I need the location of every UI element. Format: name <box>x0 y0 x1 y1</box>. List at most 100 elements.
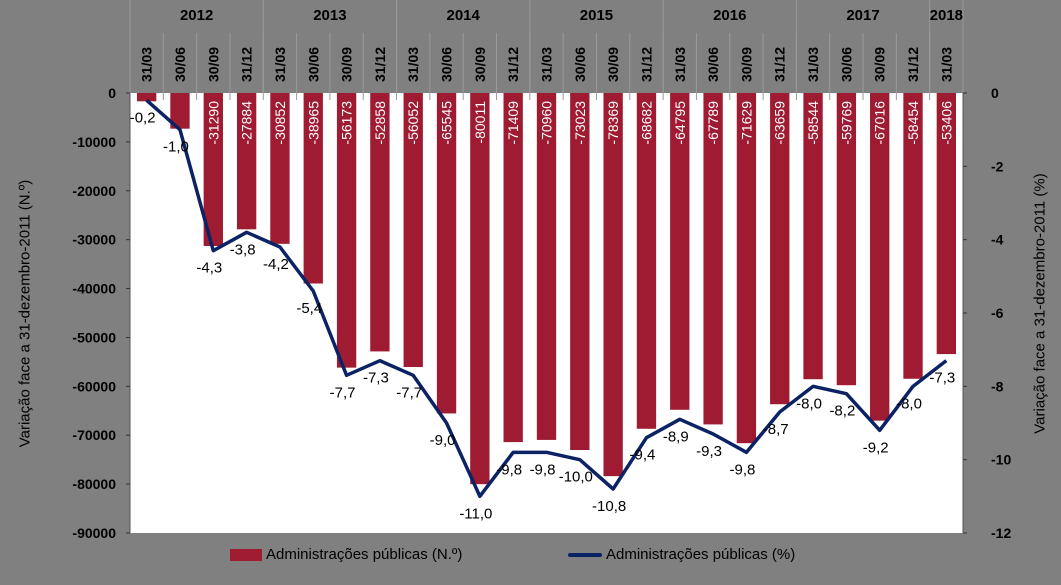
date-label: 31/03 <box>139 47 155 82</box>
bar-value-label: -67789 <box>705 101 721 145</box>
line-value-label: -3,8 <box>230 241 256 258</box>
line-value-label: -9,8 <box>530 461 556 478</box>
bar-value-label: -63659 <box>772 101 788 145</box>
right-tick-label: -2 <box>991 158 1004 174</box>
right-axis-title: Variação face a 31-dezembro-2011 (%) <box>1031 173 1049 434</box>
bar <box>236 93 257 230</box>
bar <box>436 93 457 414</box>
right-tick-label: -10 <box>991 452 1011 468</box>
line-value-label: -0,2 <box>130 109 156 126</box>
year-label: 2014 <box>447 7 481 24</box>
line-value-label: -8,9 <box>663 428 689 445</box>
bar <box>336 93 357 368</box>
bar-value-label: -31290 <box>205 101 221 145</box>
bar <box>936 93 957 355</box>
bar <box>403 93 423 368</box>
right-tick-label: -4 <box>991 232 1004 248</box>
legend-bar-label: Administrações públicas (N.º) <box>266 546 463 563</box>
date-label: 31/03 <box>405 47 421 82</box>
legend-line-label: Administrações públicas (%) <box>606 546 796 563</box>
left-tick-label: -80000 <box>72 476 116 492</box>
date-label: 30/06 <box>439 47 455 82</box>
line-value-label: -9,8 <box>496 461 522 478</box>
bar <box>470 93 490 485</box>
date-label: 30/09 <box>738 47 754 82</box>
bar-value-label: -58544 <box>805 101 821 145</box>
left-tick-label: -70000 <box>72 427 116 443</box>
left-tick-label: -30000 <box>72 232 116 248</box>
line-value-label: -9,4 <box>630 447 656 464</box>
bar-value-label: -27884 <box>239 101 255 145</box>
date-label: 30/09 <box>472 47 488 82</box>
date-label: 31/03 <box>805 47 821 82</box>
bar-value-label: -56052 <box>405 101 421 145</box>
right-tick-label: -12 <box>991 525 1011 541</box>
bar <box>536 93 557 440</box>
left-axis-title: Variação face a 31-dezembro-2011 (N.º) <box>16 179 34 448</box>
line-value-label: -4,3 <box>196 260 222 277</box>
bar <box>603 93 623 477</box>
line-value-label: -10,8 <box>592 498 626 515</box>
bar-value-label: -65545 <box>439 101 455 145</box>
line-value-label: -11,0 <box>459 505 492 522</box>
bar <box>570 93 590 451</box>
bar <box>370 93 390 352</box>
bar-swatch-icon <box>230 548 262 561</box>
date-label: 30/09 <box>339 47 355 82</box>
line-value-label: -8,7 <box>763 421 789 438</box>
left-tick-label: -10000 <box>72 134 116 150</box>
date-label: 30/06 <box>572 47 588 82</box>
bar <box>670 93 690 410</box>
bar <box>870 93 890 421</box>
left-tick-label: 0 <box>108 85 116 101</box>
date-label: 31/12 <box>905 47 921 82</box>
date-label: 31/12 <box>239 47 255 82</box>
right-tick-label: -8 <box>991 378 1004 394</box>
year-label: 2015 <box>580 7 613 24</box>
date-label: 30/06 <box>172 47 188 82</box>
bar <box>503 93 523 443</box>
bar-value-label: -56173 <box>339 101 355 145</box>
line-value-label: -7,3 <box>929 370 955 387</box>
bar-value-label: -70960 <box>539 101 555 145</box>
date-label: 30/06 <box>838 47 854 82</box>
date-label: 30/09 <box>205 47 221 82</box>
bar-value-label: -58454 <box>905 101 921 145</box>
year-label: 2013 <box>313 7 346 24</box>
line-value-label: -7,3 <box>363 370 389 387</box>
line-swatch-icon <box>568 552 602 557</box>
date-label: 31/12 <box>638 47 654 82</box>
bar-value-label: -71629 <box>738 101 754 145</box>
bar <box>203 93 223 246</box>
bar-value-label: -30852 <box>272 101 288 145</box>
date-label: 31/12 <box>372 47 388 82</box>
year-label: 2012 <box>180 7 213 24</box>
left-tick-label: -60000 <box>72 378 116 394</box>
left-tick-label: -20000 <box>72 183 116 199</box>
legend-item-line: Administrações públicas (%) <box>568 546 795 563</box>
line-path <box>145 99 948 499</box>
bar-value-label: -68682 <box>638 101 654 145</box>
left-tick-label: -90000 <box>72 525 116 541</box>
line-value-label: -9,3 <box>696 443 722 460</box>
date-label: 30/06 <box>705 47 721 82</box>
bar-series: -31290 -27884 -30852 -38965 -56173 -52858 -560… <box>136 93 957 485</box>
year-label: 2017 <box>846 7 879 24</box>
bar <box>303 93 323 284</box>
bar <box>136 93 157 102</box>
bar <box>770 93 790 405</box>
line-series: -0,2 -1,0 -4,3 -3,8 -4,2 -5,4 -7,7 -7,3 -7,7 -9,0… <box>130 99 955 522</box>
line-value-label: -8,0 <box>896 395 922 412</box>
year-label: 2016 <box>713 7 746 24</box>
bar-value-label: -73023 <box>572 101 588 145</box>
date-label: 30/09 <box>872 47 888 82</box>
line-value-label: -9,8 <box>729 461 755 478</box>
line-value-label: -9,2 <box>863 439 889 456</box>
line-value-label: -5,4 <box>296 300 322 317</box>
category-header: 2012 2013 2014 2015 2016 2017 2018 31/03 30/06 30… <box>129 0 964 100</box>
bar <box>836 93 857 386</box>
bar <box>736 93 757 444</box>
bar <box>270 93 290 244</box>
left-tick-label: -40000 <box>72 281 116 297</box>
date-label: 31/12 <box>505 47 521 82</box>
